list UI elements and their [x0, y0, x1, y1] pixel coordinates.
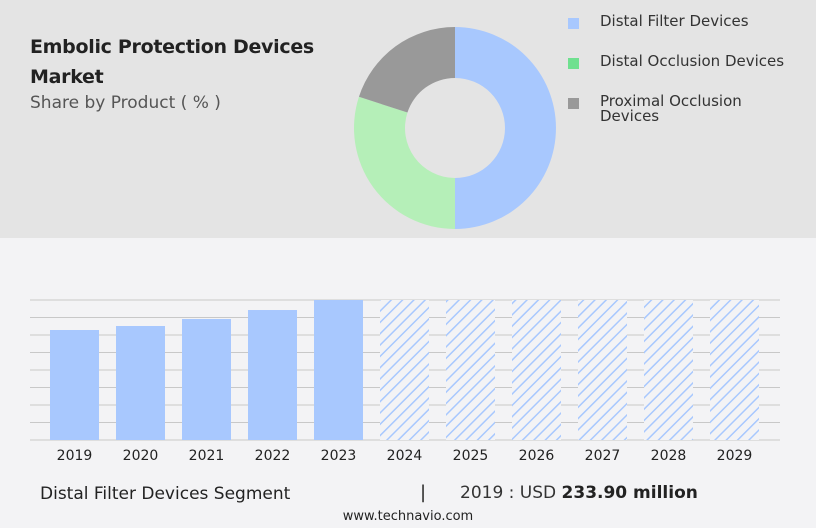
- segment-label: Distal Filter Devices Segment: [40, 484, 291, 504]
- bar: [116, 326, 165, 440]
- bar: [314, 300, 363, 440]
- value-text: 233.90 million: [561, 483, 698, 503]
- legend-item: Proximal Occlusion Devices: [568, 94, 798, 124]
- legend-item: Distal Occlusion Devices: [568, 54, 798, 69]
- legend-swatch: [568, 58, 579, 69]
- x-tick-label: 2024: [387, 448, 423, 464]
- chart-subtitle: Share by Product ( % ): [30, 93, 221, 113]
- legend-swatch: [568, 98, 579, 109]
- x-tick-label: 2023: [321, 448, 357, 464]
- forecast-bar: [710, 300, 759, 440]
- legend-swatch: [568, 18, 579, 29]
- legend-item: Distal Filter Devices: [568, 14, 798, 29]
- forecast-bar: [380, 300, 429, 440]
- pie-slice: [358, 27, 455, 113]
- x-tick-label: 2022: [255, 448, 291, 464]
- x-tick-label: 2029: [717, 448, 753, 464]
- x-tick-label: 2028: [651, 448, 687, 464]
- forecast-bar: [446, 300, 495, 440]
- bar: [182, 318, 231, 440]
- legend-label: Distal Filter Devices: [600, 12, 749, 30]
- forecast-bar: [644, 300, 693, 440]
- x-tick-label: 2021: [189, 448, 225, 464]
- bar: [50, 330, 99, 440]
- segment-value: 2019 : USD 233.90 million: [460, 483, 698, 503]
- source-site: www.technavio.com: [342, 509, 474, 524]
- chart-title: Embolic Protection Devices Market: [30, 36, 314, 88]
- x-tick-label: 2026: [519, 448, 555, 464]
- pie-slice: [455, 27, 556, 229]
- pie-slice: [353, 96, 455, 230]
- x-tick-label: 2020: [123, 448, 159, 464]
- x-tick-label: 2025: [453, 448, 489, 464]
- x-tick-label: 2019: [57, 448, 93, 464]
- separator: |: [420, 482, 427, 503]
- pie-legend: Distal Filter Devices Distal Occlusion D…: [568, 14, 798, 149]
- year-label: 2019 : USD: [460, 483, 557, 503]
- forecast-bar: [578, 300, 627, 440]
- bar: [248, 310, 297, 440]
- forecast-bar: [512, 300, 561, 440]
- legend-label: Proximal Occlusion Devices: [600, 92, 742, 125]
- x-tick-label: 2027: [585, 448, 621, 464]
- legend-label: Distal Occlusion Devices: [600, 52, 785, 70]
